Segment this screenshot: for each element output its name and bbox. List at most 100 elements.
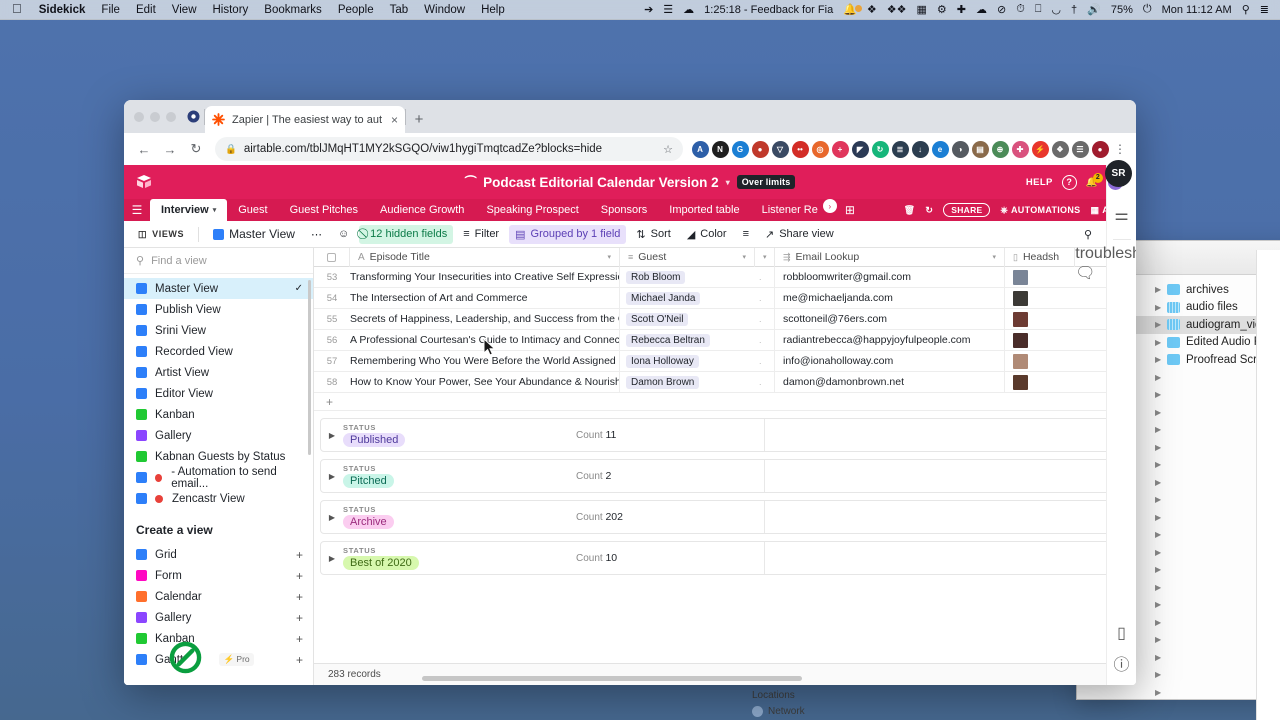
- expand-group-icon[interactable]: ▶: [328, 512, 336, 522]
- add-record-button[interactable]: +: [314, 393, 1136, 411]
- menubar-item-edit[interactable]: Edit: [126, 3, 156, 16]
- current-view-button[interactable]: Master View: [207, 224, 301, 244]
- records-grid[interactable]: A Episode Title ▾ ≡ Guest ▾ ▾ ⇶ Email: [314, 248, 1136, 685]
- sort-button[interactable]: ⇅ Sort: [630, 225, 676, 244]
- globe-icon[interactable]: ⊕: [991, 140, 1009, 158]
- search-icon[interactable]: ⚲: [1241, 4, 1250, 16]
- screencast-icon[interactable]: ⎕: [1034, 3, 1042, 15]
- disclosure-triangle-icon[interactable]: ▶: [1155, 635, 1162, 645]
- disclosure-triangle-icon[interactable]: ▶: [1155, 600, 1162, 610]
- cell-guest[interactable]: Michael Janda: [620, 288, 755, 309]
- browser-menu-icon[interactable]: ⋮: [1114, 142, 1126, 156]
- cell-guest[interactable]: Rebecca Beltran: [620, 330, 755, 351]
- disclosure-triangle-icon[interactable]: ▶: [1155, 425, 1162, 435]
- airtable-logo-icon[interactable]: [136, 174, 152, 190]
- table-tab-guest-pitches[interactable]: Guest Pitches: [279, 199, 369, 221]
- expand-group-icon[interactable]: ▶: [328, 553, 336, 563]
- maximize-window-button[interactable]: [166, 111, 176, 122]
- cell-episode-title[interactable]: Remembering Who You Were Before the Worl…: [350, 350, 620, 372]
- browser-tab-strip[interactable]: Zapier | The easiest way to aut × +: [124, 100, 1136, 133]
- equalizer-icon[interactable]: ☰: [663, 4, 674, 16]
- add-view-icon[interactable]: +: [295, 610, 303, 625]
- grammarly-icon[interactable]: G: [731, 140, 749, 158]
- grid-header-row[interactable]: A Episode Title ▾ ≡ Guest ▾ ▾ ⇶ Email: [314, 248, 1136, 267]
- macos-menubar[interactable]:  Sidekick File Edit View History Bookmarks Pe…: [0, 0, 1280, 20]
- url-input[interactable]: 🔒 airtable.com/tblJMqHT1MY2kSGQO/viw1hyg…: [215, 137, 683, 161]
- finder-row[interactable]: ▶: [1077, 579, 1280, 597]
- finder-row-edited-audio-files[interactable]: ▶ Edited Audio Files: [1077, 334, 1280, 352]
- finder-row[interactable]: ▶: [1077, 614, 1280, 632]
- airtable-right-rail[interactable]: ⚌ troubleshoot;🗨 ▯ ⓘ: [1075, 165, 1136, 685]
- chevron-down-icon[interactable]: ▾: [763, 254, 767, 261]
- cell-episode-title[interactable]: A Professional Courtesan's Guide to Inti…: [350, 329, 620, 351]
- menubar-item-window[interactable]: Window: [414, 3, 465, 16]
- column-header-guest[interactable]: ≡ Guest ▾: [620, 248, 755, 267]
- share-view-button[interactable]: ↗ Share view: [759, 225, 840, 244]
- cell-episode-title[interactable]: How to Know Your Power, See Your Abundan…: [350, 371, 620, 393]
- disclosure-triangle-icon[interactable]: ▶: [1155, 285, 1162, 295]
- menubar-item-tab[interactable]: Tab: [379, 3, 409, 16]
- cell-email[interactable]: me@michaeljanda.com: [775, 287, 1005, 309]
- view-item-artist-view[interactable]: Artist View: [124, 362, 313, 383]
- airtable-table-tabs[interactable]: ☰ Interview ▾ Guest Guest Pitches Audience G…: [124, 199, 1136, 221]
- cell-headshot[interactable]: [1005, 309, 1075, 330]
- disclosure-triangle-icon[interactable]: ▶: [1155, 320, 1162, 330]
- sidekick-browser-icon[interactable]: [182, 100, 204, 133]
- table-tab-speaking-prospect[interactable]: Speaking Prospect: [475, 199, 589, 221]
- airtable-app[interactable]: ⏜ Podcast Editorial Calendar Version 2 ▾…: [124, 165, 1136, 685]
- create-view-calendar[interactable]: Calendar +: [124, 586, 313, 607]
- finder-row[interactable]: ▶: [1077, 474, 1280, 492]
- puzzle-icon[interactable]: ❖: [1051, 140, 1069, 158]
- view-item-zencastr-view[interactable]: Zencastr View: [124, 488, 313, 509]
- disclosure-triangle-icon[interactable]: ▶: [1155, 477, 1162, 487]
- create-view-form[interactable]: Form +: [124, 565, 313, 586]
- add-view-icon[interactable]: +: [295, 652, 303, 667]
- finder-row[interactable]: ▶: [1077, 404, 1280, 422]
- horizontal-scrollbar[interactable]: [422, 676, 802, 681]
- color-button[interactable]: ◢ Color: [681, 225, 733, 244]
- battery-percentage[interactable]: 75%: [1110, 3, 1133, 16]
- volume-icon[interactable]: 🔊: [1087, 4, 1101, 16]
- add-view-icon[interactable]: +: [295, 589, 303, 604]
- clock-icon[interactable]: ⏱: [1016, 3, 1025, 15]
- dropbox-icon[interactable]: ❖❖: [886, 4, 907, 16]
- add-view-icon[interactable]: +: [295, 547, 303, 562]
- cloud-icon[interactable]: ☁: [683, 4, 695, 16]
- group-button[interactable]: ▤ Grouped by 1 field: [509, 224, 627, 244]
- menubar-items[interactable]: Sidekick File Edit View History Bookmarks Peop…: [31, 4, 513, 16]
- disclosure-triangle-icon[interactable]: ▶: [1155, 530, 1162, 540]
- base-title[interactable]: Podcast Editorial Calendar Version 2: [483, 174, 719, 190]
- airtable-tabs-actions[interactable]: 🗑 ↻ SHARE ⎈ AUTOMATIONS ▦ APPS: [904, 199, 1136, 221]
- disclosure-triangle-icon[interactable]: ▶: [1155, 670, 1162, 680]
- cell-headshot[interactable]: [1005, 288, 1075, 309]
- column-header-gap[interactable]: ▾: [755, 248, 775, 267]
- view-item-master-view[interactable]: Master View ✓: [124, 278, 313, 299]
- cell-guest[interactable]: Rob Bloom: [620, 267, 755, 288]
- view-item-gallery[interactable]: Gallery: [124, 425, 313, 446]
- pocket-icon[interactable]: A: [691, 140, 709, 158]
- view-item-kanban[interactable]: Kanban: [124, 404, 313, 425]
- ghostery-icon[interactable]: ▽: [771, 140, 789, 158]
- battery-icon[interactable]: ⏻: [1142, 3, 1152, 15]
- column-header-episode-title[interactable]: A Episode Title ▾: [350, 248, 620, 267]
- disclosure-triangle-icon[interactable]: ▶: [1155, 355, 1162, 365]
- create-view-gallery[interactable]: Gallery +: [124, 607, 313, 628]
- cell-episode-title[interactable]: The Intersection of Art and Commerce: [350, 287, 620, 309]
- notification-bell-icon[interactable]: 🔔: [838, 3, 862, 16]
- share-button[interactable]: SHARE: [943, 203, 991, 217]
- view-item-automation-to-send-email[interactable]: - Automation to send email...: [124, 466, 313, 490]
- chevron-down-icon[interactable]: ▾: [742, 254, 746, 261]
- select-all-checkbox[interactable]: [314, 248, 350, 267]
- user-initials-badge[interactable]: SR: [1105, 160, 1132, 187]
- finder-row[interactable]: ▶: [1077, 456, 1280, 474]
- cell-guest[interactable]: Damon Brown: [620, 372, 755, 393]
- table-tab-guest[interactable]: Guest: [227, 199, 278, 221]
- shield-icon[interactable]: ●: [751, 140, 769, 158]
- history-icon[interactable]: ↻: [925, 204, 934, 215]
- back-icon[interactable]: ←: [137, 141, 151, 157]
- table-tab-interview[interactable]: Interview ▾: [150, 199, 228, 221]
- view-item-kabnan-guests-by-status[interactable]: Kabnan Guests by Status: [124, 446, 313, 467]
- close-tab-icon[interactable]: ×: [391, 112, 399, 127]
- clipboard-icon[interactable]: ✚: [1011, 140, 1029, 158]
- notion-web-clipper-icon[interactable]: N: [711, 140, 729, 158]
